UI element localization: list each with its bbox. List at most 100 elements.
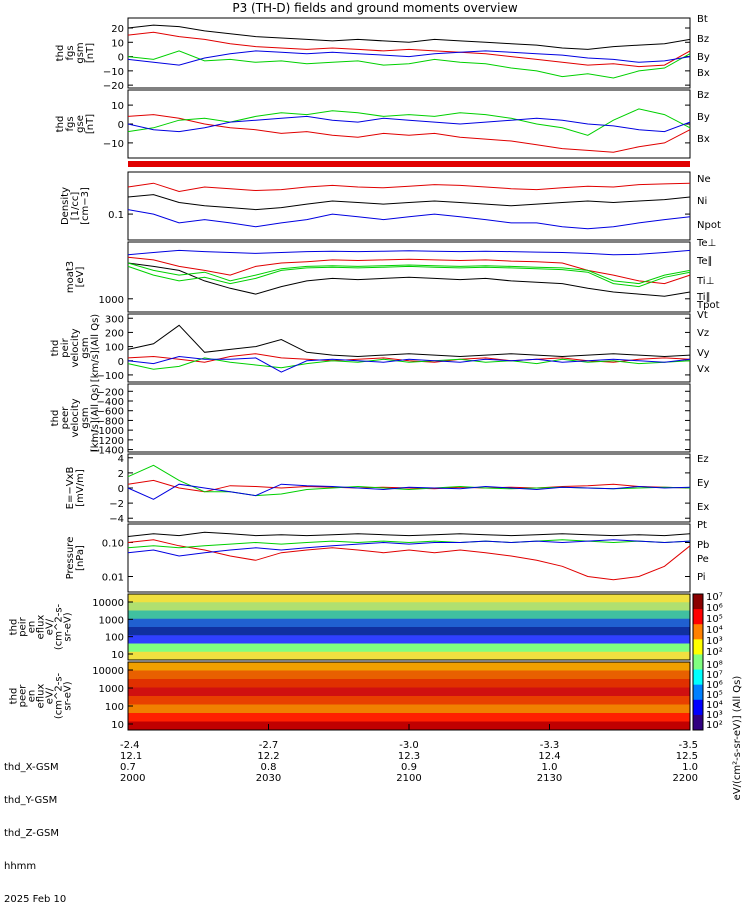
colorbar-tick-label: 10⁸ [706,660,723,671]
y-tick-label: 10 [111,101,124,112]
x-tick-label: 12.4 [538,751,560,762]
y-tick-label: 0.10 [102,538,124,549]
y-axis-label: fgs [65,45,76,60]
ephemeris-row-labels: thd_X-GSM thd_Y-GSM thd_Z-GSM hhmm 2025 … [4,740,66,916]
legend-label: Ti⊥ [696,276,714,287]
y-tick-label: 1000 [99,684,124,695]
x-tick-label: 1.0 [542,762,558,773]
colorbar-tick-label: 10³ [706,636,723,647]
spectrogram-band [128,679,690,688]
legend-label: Ez [697,454,709,465]
y-axis-label: moat3 [65,261,76,293]
y-axis-label: peir [60,337,71,357]
y-tick-label: 100 [105,702,124,713]
spectrogram-band [128,594,690,603]
legend-label: Bx [697,134,710,145]
series-line-Bx [127,50,691,66]
y-axis-label: gsm [75,42,86,63]
y-axis-label: Density [60,187,71,225]
colorbar-tick-label: 10⁵ [706,614,723,625]
y-tick-label: −4 [109,514,124,525]
legend-label: Te∥ [696,256,713,267]
spectrogram-band [128,643,690,653]
series-line-Npot [127,209,691,230]
colorbar-tick-label: 10⁷ [706,592,723,603]
legend-label: Npot [697,220,721,231]
spectrogram-band [128,651,690,661]
y-axis-label: peer [18,684,29,708]
y-axis-label: thd [50,340,61,357]
legend-label: Ni [697,196,707,207]
colorbar-tick-label: 10² [706,647,723,658]
y-axis-label: sr-eV) [63,681,74,710]
y-axis-label: [mV/m] [75,469,86,507]
legend-label: Bt [697,14,708,25]
y-axis-label: gsm [80,337,91,358]
legend-label: Vz [697,328,709,339]
spectrogram-band [128,610,690,620]
y-axis-label: Pressure [65,537,76,580]
x-tick-label: 2100 [396,773,421,784]
colorbar-tick-label: 10⁴ [706,700,723,711]
colorbar-segment [693,669,703,686]
legend-label: By [697,112,710,123]
x-tick-label: -3.3 [540,740,560,751]
x-tick-label: -2.7 [259,740,279,751]
y-tick-label: −10 [103,67,124,78]
y-tick-label: −1400 [90,446,124,457]
y-tick-label: 10 [111,720,124,731]
panel-frame [127,313,691,383]
y-tick-label: −2 [109,499,124,510]
series-line-Vt [127,324,691,358]
series-line-By [127,50,691,79]
colorbar-tick-label: 10⁵ [706,690,723,701]
ephem-label-z: thd_Z-GSM [4,828,59,839]
colorbar-segment [693,594,703,610]
x-tick-label: 0.9 [401,762,417,773]
colorbar-segment [693,609,703,625]
y-axis-label: [1/cc] [70,192,81,221]
y-tick-label: 1000 [99,295,124,306]
series-line-Ex [127,483,691,500]
legend-label: Vt [697,310,708,321]
series-line-Tpot [127,249,691,256]
series-line-Te∥ [127,262,691,297]
legend-label: Bz [697,90,709,101]
legend-label: Pt [697,520,707,531]
y-axis-label: peer [60,406,71,430]
y-tick-label: −800 [97,416,124,427]
colorbar-segment [693,684,703,701]
legend-label: Bz [697,34,709,45]
y-axis-label: eV/ [45,618,56,635]
series-line-Bz [127,114,691,153]
y-axis-label: [cm−3] [80,187,91,225]
series-line-Vy [127,357,691,370]
series-line-Pe [127,539,691,549]
panel-frame [127,89,691,159]
y-axis-label: fgs [65,116,76,131]
spectrogram-band [128,713,690,722]
y-axis-label: gse [75,115,86,133]
x-tick-label: -3.0 [399,740,419,751]
y-tick-label: 100 [105,633,124,644]
series-line-Bt [127,24,691,50]
y-tick-label: 0 [118,484,124,495]
spectrogram-band [128,687,690,697]
y-axis-label: E=−VxB [65,467,76,510]
y-tick-label: 100 [105,343,124,354]
ephem-label-time: hhmm [4,861,37,872]
colorbar-tick-label: 10⁷ [706,670,723,681]
y-axis-label: [nT] [85,114,96,134]
ephem-label-x: thd_X-GSM [4,762,59,773]
x-tick-label: -3.5 [678,740,698,751]
y-axis-label: eflux [36,615,47,640]
legend-label: Ne [697,174,711,185]
y-axis-label: sr-eV) [63,612,74,641]
y-axis-label: thd [55,116,66,133]
y-axis-label: en [27,621,38,634]
legend-label: Ey [697,478,709,489]
y-axis-label: [eV] [75,267,86,288]
x-tick-label: 2000 [120,773,145,784]
colorbar-segment [693,714,703,731]
